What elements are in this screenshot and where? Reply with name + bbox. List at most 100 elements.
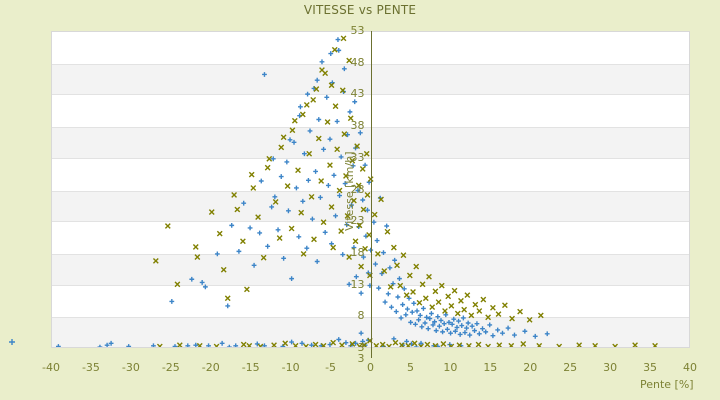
- data-point: [411, 300, 417, 306]
- data-point: [206, 343, 211, 347]
- data-point: [315, 135, 322, 142]
- data-point: [349, 157, 356, 164]
- data-point: [373, 261, 378, 267]
- data-point: [287, 137, 293, 143]
- data-point: [330, 339, 337, 346]
- data-point: [352, 99, 358, 105]
- data-point: [291, 139, 297, 145]
- data-point: [351, 197, 357, 204]
- data-point: [342, 181, 348, 186]
- data-point: [172, 344, 178, 347]
- data-point: [246, 342, 253, 347]
- data-point: [104, 342, 110, 347]
- data-point: [403, 292, 410, 299]
- data-point: [355, 188, 361, 193]
- data-point: [433, 328, 439, 334]
- data-point: [224, 295, 231, 302]
- data-point: [295, 167, 301, 174]
- data-point: [367, 272, 373, 279]
- y-tick-label: 3: [357, 341, 365, 354]
- data-point: [483, 329, 489, 335]
- data-point: [262, 343, 267, 347]
- data-point: [430, 322, 436, 328]
- data-point: [367, 283, 373, 288]
- data-point: [393, 309, 399, 314]
- data-point: [278, 144, 285, 151]
- data-point: [236, 248, 242, 254]
- data-point: [454, 325, 460, 330]
- data-point: [340, 252, 346, 257]
- data-point: [501, 302, 508, 309]
- data-point: [457, 332, 463, 337]
- y-tick-label: 8: [357, 309, 365, 323]
- data-point: [291, 117, 298, 124]
- x-tick-label: -20: [201, 361, 220, 374]
- data-point: [338, 228, 345, 234]
- data-point: [328, 204, 335, 210]
- data-point: [349, 341, 356, 347]
- data-point: [108, 340, 114, 346]
- data-point: [216, 230, 223, 237]
- data-point: [338, 154, 344, 160]
- data-point: [360, 197, 366, 203]
- x-tick-label: -5: [325, 361, 337, 374]
- data-point: [327, 136, 333, 142]
- data-point: [271, 342, 277, 347]
- data-point: [387, 283, 394, 290]
- chart-title: VITESSE vs PENTE: [303, 3, 417, 17]
- data-point: [152, 257, 159, 264]
- data-point: [255, 214, 261, 221]
- data-point: [193, 342, 199, 347]
- data-point: [448, 343, 455, 347]
- y-tick-label: 18: [350, 245, 365, 259]
- data-point: [422, 295, 429, 302]
- data-point: [405, 306, 410, 312]
- data-point: [495, 327, 501, 333]
- y-tick-label: 43: [350, 87, 365, 101]
- data-point: [384, 223, 390, 229]
- data-point: [280, 134, 287, 141]
- data-point: [318, 178, 325, 184]
- data-point: [319, 67, 325, 73]
- data-point: [266, 155, 273, 162]
- data-point: [495, 311, 502, 318]
- data-point: [292, 342, 299, 347]
- data-point: [169, 299, 175, 304]
- data-point: [371, 219, 377, 225]
- data-point: [414, 308, 420, 314]
- data-point: [286, 208, 291, 214]
- data-point: [508, 342, 515, 347]
- data-point: [358, 330, 364, 336]
- data-point: [485, 314, 492, 321]
- data-point: [413, 263, 420, 270]
- data-point: [307, 128, 313, 134]
- data-point: [336, 337, 342, 342]
- data-point: [398, 342, 405, 347]
- data-point: [333, 213, 338, 219]
- data-point: [403, 312, 409, 318]
- data-point: [474, 321, 480, 327]
- data-point: [451, 287, 458, 294]
- data-point: [500, 330, 505, 336]
- data-point: [319, 59, 325, 65]
- data-point: [313, 169, 318, 174]
- data-point: [378, 196, 384, 203]
- x-tick-label: 15: [483, 361, 498, 374]
- data-point: [364, 192, 371, 198]
- data-point: [460, 315, 466, 321]
- data-point: [445, 293, 452, 300]
- data-point: [517, 308, 523, 315]
- data-point: [258, 178, 264, 184]
- x-tick-label: 30: [603, 361, 618, 374]
- data-point: [458, 297, 464, 304]
- data-point: [305, 91, 310, 97]
- data-point: [357, 130, 363, 136]
- data-point: [379, 341, 386, 347]
- x-tick-label: -10: [281, 361, 300, 374]
- data-point: [384, 228, 391, 235]
- data-point: [97, 344, 103, 347]
- data-point: [424, 341, 431, 347]
- data-point: [298, 209, 305, 216]
- data-point: [350, 163, 356, 169]
